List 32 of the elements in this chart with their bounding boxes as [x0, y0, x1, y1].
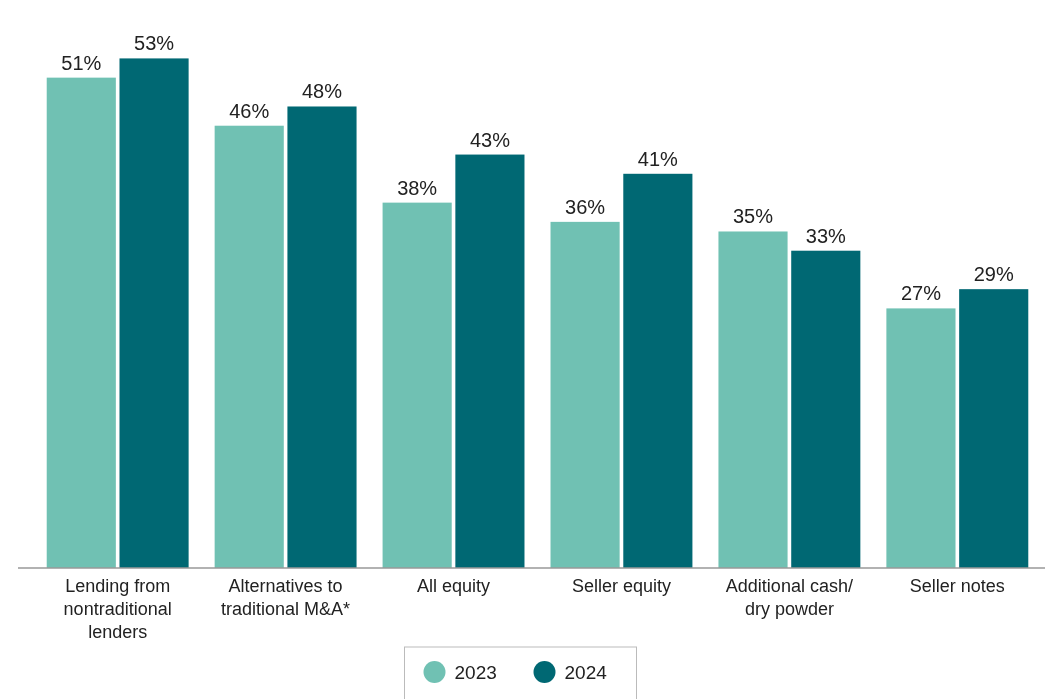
data-label: 38%: [397, 176, 438, 199]
bar: [718, 231, 788, 568]
bar: [886, 308, 956, 568]
x-tick-label: Lending from nontraditional lenders: [63, 576, 172, 642]
x-tick-label: Seller notes: [909, 576, 1005, 596]
x-tick-label: Additional cash/ dry powder: [725, 576, 853, 619]
x-tick-label: Alternatives to traditional M&A*: [221, 576, 351, 619]
data-label: 48%: [301, 80, 343, 103]
data-label: 43%: [469, 128, 511, 151]
bar: [214, 125, 284, 568]
bar: [382, 202, 452, 568]
bar: [959, 289, 1029, 568]
x-tick-label: Seller equity: [571, 576, 671, 596]
data-label: 27%: [900, 282, 942, 305]
data-label: 29%: [973, 263, 1014, 286]
bar: [623, 173, 693, 568]
legend-label: 2024: [564, 662, 608, 683]
data-label: 51%: [61, 51, 102, 74]
bar: [46, 77, 116, 568]
bar: [550, 221, 620, 568]
data-label: 33%: [805, 224, 847, 247]
data-label: 53%: [134, 32, 175, 55]
data-label: 41%: [637, 147, 679, 170]
x-tick-label: All equity: [417, 576, 491, 596]
bar: [119, 58, 189, 568]
data-label: 36%: [565, 195, 606, 218]
bar: [287, 106, 357, 568]
bar: [791, 250, 861, 568]
bar: [455, 154, 525, 568]
legend-label: 2023: [454, 662, 497, 683]
data-label: 46%: [229, 99, 270, 122]
data-label: 35%: [733, 205, 774, 228]
